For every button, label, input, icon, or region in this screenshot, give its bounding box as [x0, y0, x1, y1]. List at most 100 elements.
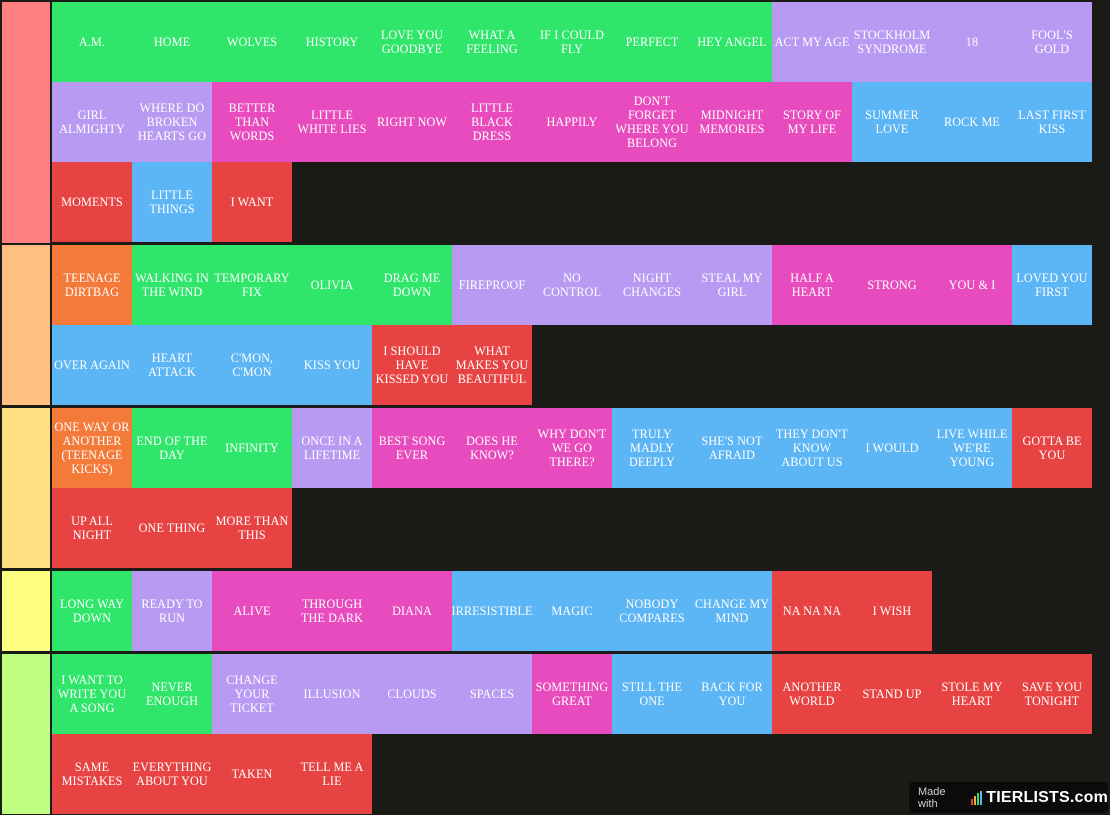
- song-tile[interactable]: ONE THING: [132, 488, 212, 568]
- song-tile[interactable]: WOLVES: [212, 2, 292, 82]
- song-tile[interactable]: BEST SONG EVER: [372, 408, 452, 488]
- song-tile[interactable]: HEART ATTACK: [132, 325, 212, 405]
- song-tile[interactable]: STEAL MY GIRL: [692, 245, 772, 325]
- tier-items: ONE WAY OR ANOTHER (TEENAGE KICKS) END OF…: [52, 408, 1110, 568]
- song-tile[interactable]: THROUGH THE DARK: [292, 571, 372, 651]
- song-tile[interactable]: 18: [932, 2, 1012, 82]
- tier-label[interactable]: [2, 408, 50, 568]
- song-tile[interactable]: ROCK ME: [932, 82, 1012, 162]
- song-tile[interactable]: NIGHT CHANGES: [612, 245, 692, 325]
- song-tile[interactable]: I WANT TO WRITE YOU A SONG: [52, 654, 132, 734]
- song-tile[interactable]: STRONG: [852, 245, 932, 325]
- song-tile[interactable]: MIDNIGHT MEMORIES: [692, 82, 772, 162]
- tierlists-brand: TIERLISTS.com: [986, 788, 1108, 806]
- song-tile[interactable]: ONCE IN A LIFETIME: [292, 408, 372, 488]
- song-tile[interactable]: SOMETHING GREAT: [532, 654, 612, 734]
- song-tile[interactable]: TEENAGE DIRTBAG: [52, 245, 132, 325]
- song-tile[interactable]: HOME: [132, 2, 212, 82]
- song-tile[interactable]: CHANGE MY MIND: [692, 571, 772, 651]
- song-tile[interactable]: LOVED YOU FIRST: [1012, 245, 1092, 325]
- song-tile[interactable]: LONG WAY DOWN: [52, 571, 132, 651]
- song-tile[interactable]: MAGIC: [532, 571, 612, 651]
- song-tile[interactable]: END OF THE DAY: [132, 408, 212, 488]
- song-tile[interactable]: WHAT MAKES YOU BEAUTIFUL: [452, 325, 532, 405]
- song-tile[interactable]: THEY DON'T KNOW ABOUT US: [772, 408, 852, 488]
- song-tile[interactable]: SAVE YOU TONIGHT: [1012, 654, 1092, 734]
- song-tile[interactable]: HALF A HEART: [772, 245, 852, 325]
- song-tile[interactable]: ILLUSION: [292, 654, 372, 734]
- song-tile[interactable]: WALKING IN THE WIND: [132, 245, 212, 325]
- tier-label[interactable]: [2, 571, 50, 651]
- song-tile[interactable]: HEY ANGEL: [692, 2, 772, 82]
- song-tile[interactable]: ANOTHER WORLD: [772, 654, 852, 734]
- tier-label[interactable]: [2, 2, 50, 243]
- song-tile[interactable]: WHY DON'T WE GO THERE?: [532, 408, 612, 488]
- song-tile[interactable]: WHAT A FEELING: [452, 2, 532, 82]
- song-tile[interactable]: SHE'S NOT AFRAID: [692, 408, 772, 488]
- song-tile[interactable]: LITTLE BLACK DRESS: [452, 82, 532, 162]
- song-tile[interactable]: GIRL ALMIGHTY: [52, 82, 132, 162]
- song-tile[interactable]: WHERE DO BROKEN HEARTS GO: [132, 82, 212, 162]
- song-tile[interactable]: OLIVIA: [292, 245, 372, 325]
- song-tile[interactable]: BETTER THAN WORDS: [212, 82, 292, 162]
- song-tile[interactable]: HAPPILY: [532, 82, 612, 162]
- song-tile[interactable]: CHANGE YOUR TICKET: [212, 654, 292, 734]
- song-tile[interactable]: EVERYTHING ABOUT YOU: [132, 734, 212, 814]
- song-tile[interactable]: SAME MISTAKES: [52, 734, 132, 814]
- song-tile[interactable]: UP ALL NIGHT: [52, 488, 132, 568]
- song-tile[interactable]: I WISH: [852, 571, 932, 651]
- song-tile[interactable]: DRAG ME DOWN: [372, 245, 452, 325]
- song-tile[interactable]: I SHOULD HAVE KISSED YOU: [372, 325, 452, 405]
- song-tile[interactable]: STAND UP: [852, 654, 932, 734]
- song-tile[interactable]: STILL THE ONE: [612, 654, 692, 734]
- song-tile[interactable]: DIANA: [372, 571, 452, 651]
- song-tile[interactable]: LITTLE THINGS: [132, 162, 212, 242]
- song-tile[interactable]: TAKEN: [212, 734, 292, 814]
- made-with-watermark[interactable]: Made with TIERLISTS.com: [909, 782, 1108, 813]
- song-tile[interactable]: ACT MY AGE: [772, 2, 852, 82]
- song-tile[interactable]: BACK FOR YOU: [692, 654, 772, 734]
- song-tile[interactable]: ONE WAY OR ANOTHER (TEENAGE KICKS): [52, 408, 132, 488]
- song-tile[interactable]: SUMMER LOVE: [852, 82, 932, 162]
- song-tile[interactable]: LAST FIRST KISS: [1012, 82, 1092, 162]
- song-tile[interactable]: TRULY MADLY DEEPLY: [612, 408, 692, 488]
- song-tile[interactable]: IRRESISTIBLE: [452, 571, 532, 651]
- song-tile[interactable]: INFINITY: [212, 408, 292, 488]
- song-tile[interactable]: READY TO RUN: [132, 571, 212, 651]
- song-tile[interactable]: LITTLE WHITE LIES: [292, 82, 372, 162]
- song-tile[interactable]: KISS YOU: [292, 325, 372, 405]
- song-tile[interactable]: GOTTA BE YOU: [1012, 408, 1092, 488]
- song-tile[interactable]: NEVER ENOUGH: [132, 654, 212, 734]
- song-tile[interactable]: NA NA NA: [772, 571, 852, 651]
- song-tile[interactable]: YOU & I: [932, 245, 1012, 325]
- tier-label[interactable]: [2, 245, 50, 405]
- song-tile[interactable]: TELL ME A LIE: [292, 734, 372, 814]
- song-tile[interactable]: NO CONTROL: [532, 245, 612, 325]
- song-tile[interactable]: LOVE YOU GOODBYE: [372, 2, 452, 82]
- song-tile[interactable]: IF I COULD FLY: [532, 2, 612, 82]
- song-tile[interactable]: FIREPROOF: [452, 245, 532, 325]
- song-tile[interactable]: FOOL'S GOLD: [1012, 2, 1092, 82]
- song-tile[interactable]: MOMENTS: [52, 162, 132, 242]
- song-tile[interactable]: LIVE WHILE WE'RE YOUNG: [932, 408, 1012, 488]
- song-tile[interactable]: SPACES: [452, 654, 532, 734]
- song-tile[interactable]: NOBODY COMPARES: [612, 571, 692, 651]
- song-tile[interactable]: STOLE MY HEART: [932, 654, 1012, 734]
- song-tile[interactable]: ALIVE: [212, 571, 292, 651]
- song-tile[interactable]: STORY OF MY LIFE: [772, 82, 852, 162]
- song-tile[interactable]: I WANT: [212, 162, 292, 242]
- song-tile[interactable]: MORE THAN THIS: [212, 488, 292, 568]
- song-tile[interactable]: DON'T FORGET WHERE YOU BELONG: [612, 82, 692, 162]
- song-tile[interactable]: DOES HE KNOW?: [452, 408, 532, 488]
- song-tile[interactable]: STOCKHOLM SYNDROME: [852, 2, 932, 82]
- song-tile[interactable]: TEMPORARY FIX: [212, 245, 292, 325]
- song-tile[interactable]: RIGHT NOW: [372, 82, 452, 162]
- song-tile[interactable]: C'MON, C'MON: [212, 325, 292, 405]
- song-tile[interactable]: OVER AGAIN: [52, 325, 132, 405]
- song-tile[interactable]: CLOUDS: [372, 654, 452, 734]
- song-tile[interactable]: A.M.: [52, 2, 132, 82]
- song-tile[interactable]: HISTORY: [292, 2, 372, 82]
- song-tile[interactable]: PERFECT: [612, 2, 692, 82]
- song-tile[interactable]: I WOULD: [852, 408, 932, 488]
- tier-label[interactable]: [2, 654, 50, 814]
